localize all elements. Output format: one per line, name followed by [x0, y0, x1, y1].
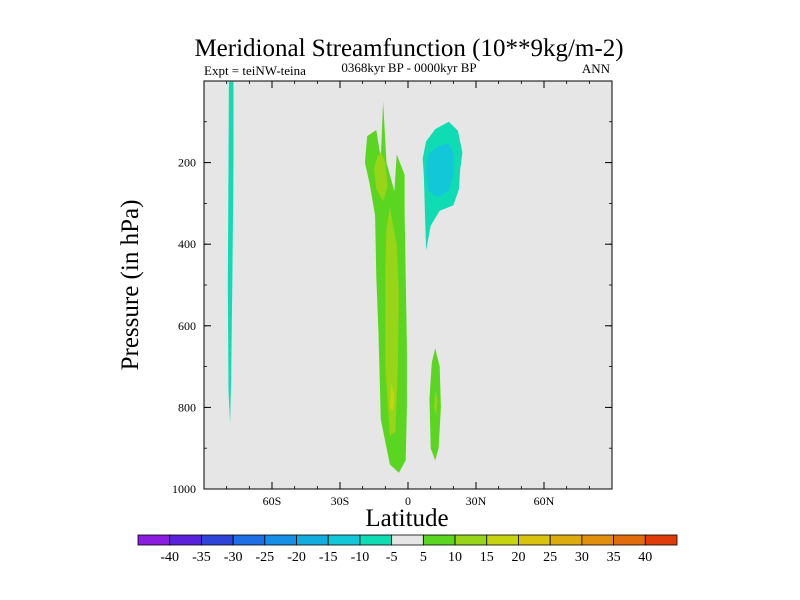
colorbar-swatch — [581, 534, 614, 546]
colorbar-swatch — [613, 534, 646, 546]
colorbar-label: -20 — [287, 550, 306, 565]
colorbar-label: 10 — [448, 550, 462, 565]
contour-northern-lower-positive-core — [434, 391, 438, 416]
colorbar-label: -30 — [224, 550, 243, 565]
y-tick-label: 1000 — [172, 482, 196, 496]
x-tick-label: 30S — [331, 494, 350, 508]
chart-title: Meridional Streamfunction (10**9kg/m-2) — [194, 35, 623, 62]
colorbar-label: 30 — [575, 550, 589, 565]
x-tick-label: 60N — [534, 494, 555, 508]
contour-northern-upper-negative-core — [426, 143, 454, 198]
y-tick-label: 800 — [178, 400, 196, 414]
chart-subtitle: 0368kyr BP - 0000kyr BP — [341, 60, 476, 75]
contour-tropical-positive-lower-spot — [389, 382, 395, 412]
x-tick-label: 30N — [466, 494, 487, 508]
colorbar-swatch — [518, 534, 551, 546]
colorbar-swatch — [422, 534, 456, 546]
plot-area: 60S 30S 0 30N 60N 200 400 600 800 1000 — [172, 80, 613, 508]
colorbar-label: -40 — [160, 550, 179, 565]
colorbar-swatch — [391, 534, 424, 546]
colorbar-label: -10 — [351, 550, 370, 565]
x-axis-label: Latitude — [365, 505, 448, 532]
y-tick-label: 600 — [178, 319, 196, 333]
colorbar-swatch — [644, 534, 678, 546]
y-tick-label: 200 — [178, 156, 196, 170]
colorbar-label: -35 — [192, 550, 211, 565]
x-tick-label: 0 — [405, 494, 411, 508]
y-tick-label: 400 — [178, 237, 196, 251]
colorbar-swatch — [137, 534, 171, 546]
colorbar-swatch — [549, 534, 583, 546]
x-tick-label: 60S — [263, 494, 282, 508]
colorbar-swatch — [264, 534, 297, 546]
contour-tropical-positive-upper-core — [374, 152, 388, 202]
colorbar-label: 40 — [638, 550, 652, 565]
colorbar-label: 25 — [543, 550, 557, 565]
y-axis-label: Pressure (in hPa) — [117, 200, 144, 371]
colorbar-label: 5 — [420, 550, 427, 565]
experiment-label: Expt = teiNW-teina — [204, 63, 306, 78]
colorbar-swatch — [296, 534, 329, 546]
colorbar-swatch — [486, 534, 519, 546]
colorbar-label: 15 — [480, 550, 494, 565]
colorbar-swatch — [327, 534, 361, 546]
colorbar-swatch — [201, 534, 234, 546]
colorbar: -40 -35 -30 -25 -20 -15 -10 -5 5 10 15 20 25 30 35 40 — [137, 534, 678, 565]
colorbar-swatch — [169, 534, 202, 546]
plot-background — [204, 81, 612, 489]
colorbar-label: 20 — [511, 550, 525, 565]
colorbar-label: -25 — [255, 550, 274, 565]
colorbar-swatch — [232, 534, 266, 546]
colorbar-label: -5 — [386, 550, 398, 565]
colorbar-swatch — [359, 534, 393, 546]
colorbar-label: -15 — [319, 550, 338, 565]
colorbar-label: 35 — [607, 550, 621, 565]
contour-tropical-positive-lower-core — [385, 207, 399, 436]
colorbar-swatch — [454, 534, 488, 546]
annual-label: ANN — [582, 61, 611, 76]
contour-high-lat-south-negative — [227, 81, 234, 424]
